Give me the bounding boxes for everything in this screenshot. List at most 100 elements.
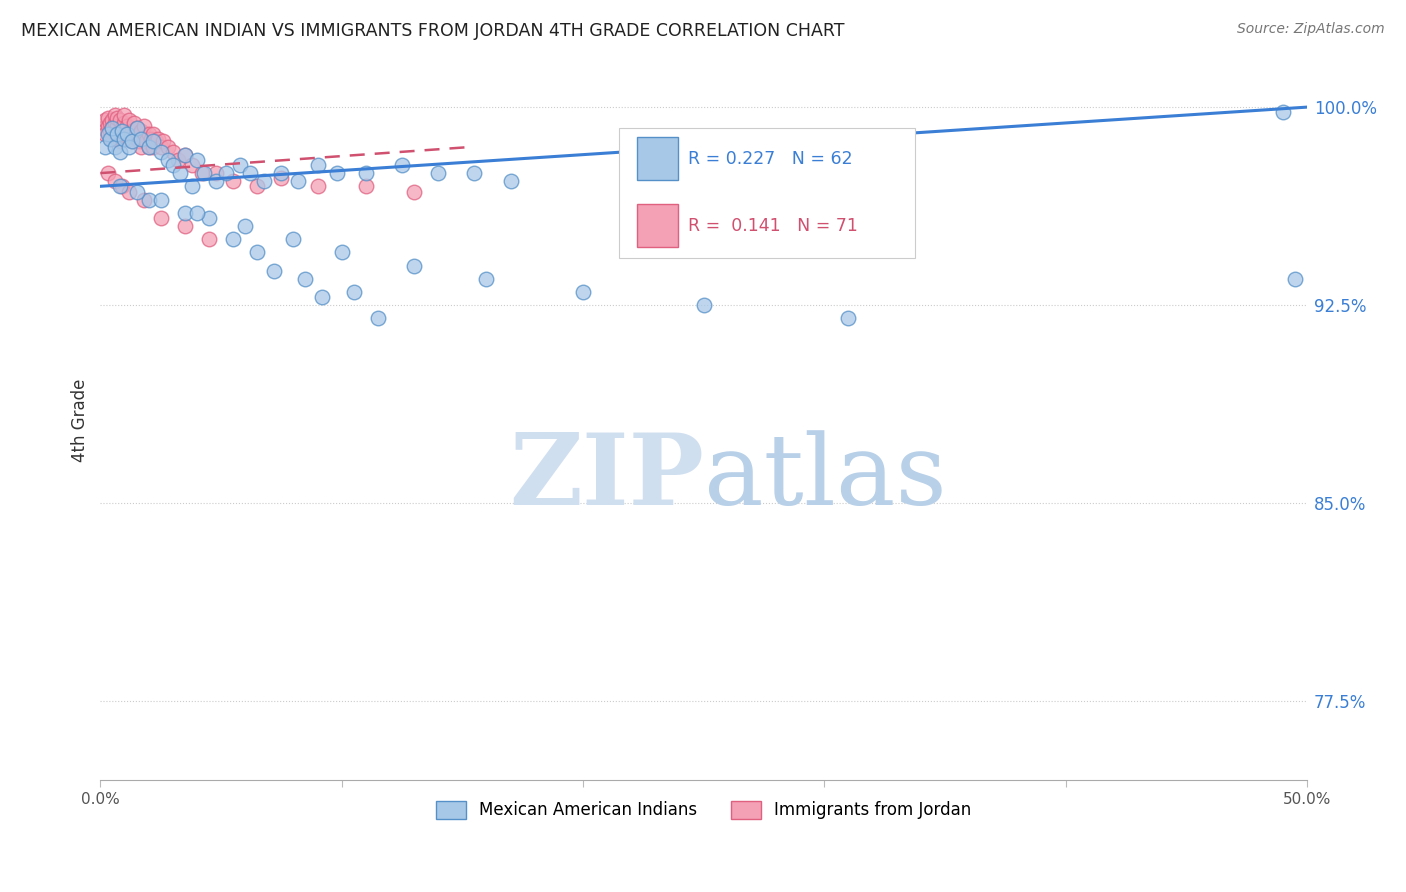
Point	[114, 108, 136, 122]
Point	[108, 135, 131, 149]
Point	[205, 166, 228, 180]
Point	[94, 113, 117, 128]
Point	[354, 179, 377, 194]
Point	[111, 121, 134, 136]
Point	[125, 121, 148, 136]
Point	[233, 219, 256, 233]
Point	[215, 166, 238, 180]
Point	[169, 166, 191, 180]
Point	[122, 127, 145, 141]
Legend: Mexican American Indians, Immigrants from Jordan: Mexican American Indians, Immigrants fro…	[429, 794, 979, 826]
Point	[104, 139, 127, 153]
Point	[98, 116, 121, 130]
FancyBboxPatch shape	[619, 128, 915, 258]
Point	[283, 232, 305, 246]
Point	[108, 124, 131, 138]
Point	[145, 135, 167, 149]
Point	[307, 179, 329, 194]
Point	[104, 116, 127, 130]
Point	[115, 129, 138, 144]
Point	[1284, 271, 1306, 285]
Point	[287, 174, 309, 188]
Point	[229, 158, 252, 172]
Point	[138, 127, 160, 141]
Point	[131, 139, 153, 153]
Point	[186, 153, 208, 167]
Point	[404, 185, 426, 199]
Point	[572, 285, 595, 299]
Point	[121, 135, 143, 149]
Point	[311, 290, 333, 304]
Point	[111, 124, 134, 138]
Point	[294, 271, 316, 285]
Text: MEXICAN AMERICAN INDIAN VS IMMIGRANTS FROM JORDAN 4TH GRADE CORRELATION CHART: MEXICAN AMERICAN INDIAN VS IMMIGRANTS FR…	[21, 22, 845, 40]
Point	[239, 166, 262, 180]
Point	[94, 139, 117, 153]
Point	[101, 113, 124, 128]
Point	[173, 219, 195, 233]
Point	[181, 158, 204, 172]
Point	[105, 119, 128, 133]
Point	[97, 119, 120, 133]
Point	[121, 124, 143, 138]
Point	[149, 145, 172, 159]
Point	[108, 113, 131, 128]
Point	[193, 166, 215, 180]
FancyBboxPatch shape	[637, 137, 678, 180]
Point	[94, 127, 117, 141]
Point	[162, 145, 184, 159]
Point	[190, 166, 212, 180]
Point	[427, 166, 450, 180]
Point	[115, 127, 138, 141]
Point	[138, 139, 160, 153]
Point	[118, 185, 141, 199]
Point	[330, 245, 353, 260]
Point	[475, 271, 498, 285]
Point	[105, 111, 128, 125]
Point	[125, 121, 148, 136]
Point	[139, 132, 162, 146]
Point	[1271, 105, 1294, 120]
Point	[142, 135, 165, 149]
Point	[367, 311, 389, 326]
Point	[114, 132, 136, 146]
Point	[499, 174, 522, 188]
Point	[104, 127, 127, 141]
Point	[354, 166, 377, 180]
Point	[118, 139, 141, 153]
Point	[105, 127, 128, 141]
Point	[186, 205, 208, 219]
Point	[101, 121, 124, 136]
Point	[181, 179, 204, 194]
Point	[152, 135, 174, 149]
Point	[128, 127, 150, 141]
Point	[837, 311, 859, 326]
Point	[156, 139, 179, 153]
Point	[115, 119, 138, 133]
Text: ZIP: ZIP	[509, 429, 703, 526]
Point	[97, 166, 120, 180]
Point	[173, 205, 195, 219]
Text: atlas: atlas	[703, 430, 946, 525]
Point	[222, 232, 245, 246]
Point	[149, 193, 172, 207]
Point	[246, 179, 269, 194]
Point	[101, 121, 124, 136]
Point	[173, 147, 195, 161]
Point	[105, 129, 128, 144]
Point	[270, 166, 292, 180]
Point	[307, 158, 329, 172]
Point	[692, 298, 714, 312]
Point	[138, 193, 160, 207]
Point	[222, 174, 245, 188]
Point	[263, 264, 285, 278]
Point	[128, 135, 150, 149]
Point	[166, 153, 188, 167]
Point	[125, 185, 148, 199]
Point	[149, 211, 172, 225]
Text: Source: ZipAtlas.com: Source: ZipAtlas.com	[1237, 22, 1385, 37]
Point	[98, 124, 121, 138]
Point	[114, 127, 136, 141]
Point	[198, 232, 221, 246]
Point	[173, 147, 195, 161]
